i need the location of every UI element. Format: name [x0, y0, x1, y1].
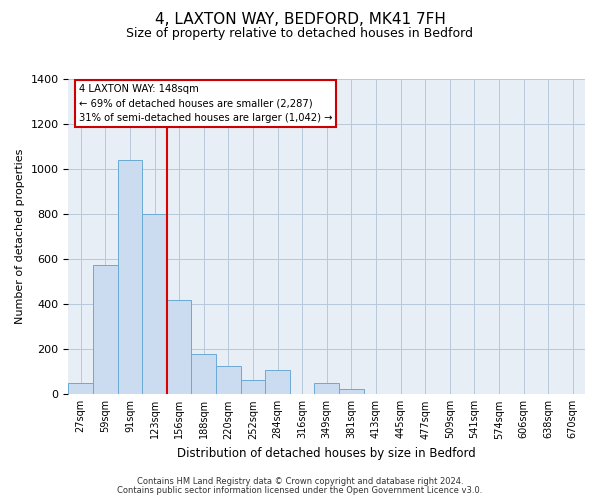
Bar	[339, 388, 364, 394]
Bar	[314, 384, 339, 394]
Bar	[167, 300, 191, 394]
Bar	[142, 214, 167, 394]
Bar	[93, 265, 118, 394]
Bar	[265, 370, 290, 394]
Bar	[241, 380, 265, 394]
X-axis label: Distribution of detached houses by size in Bedford: Distribution of detached houses by size …	[178, 447, 476, 460]
Bar	[216, 366, 241, 394]
Bar	[68, 383, 93, 394]
Text: 4, LAXTON WAY, BEDFORD, MK41 7FH: 4, LAXTON WAY, BEDFORD, MK41 7FH	[155, 12, 445, 28]
Bar	[191, 354, 216, 395]
Text: Contains HM Land Registry data © Crown copyright and database right 2024.: Contains HM Land Registry data © Crown c…	[137, 477, 463, 486]
Bar	[118, 160, 142, 394]
Text: Contains public sector information licensed under the Open Government Licence v3: Contains public sector information licen…	[118, 486, 482, 495]
Y-axis label: Number of detached properties: Number of detached properties	[15, 149, 25, 324]
Text: 4 LAXTON WAY: 148sqm
← 69% of detached houses are smaller (2,287)
31% of semi-de: 4 LAXTON WAY: 148sqm ← 69% of detached h…	[79, 84, 332, 124]
Text: Size of property relative to detached houses in Bedford: Size of property relative to detached ho…	[127, 28, 473, 40]
